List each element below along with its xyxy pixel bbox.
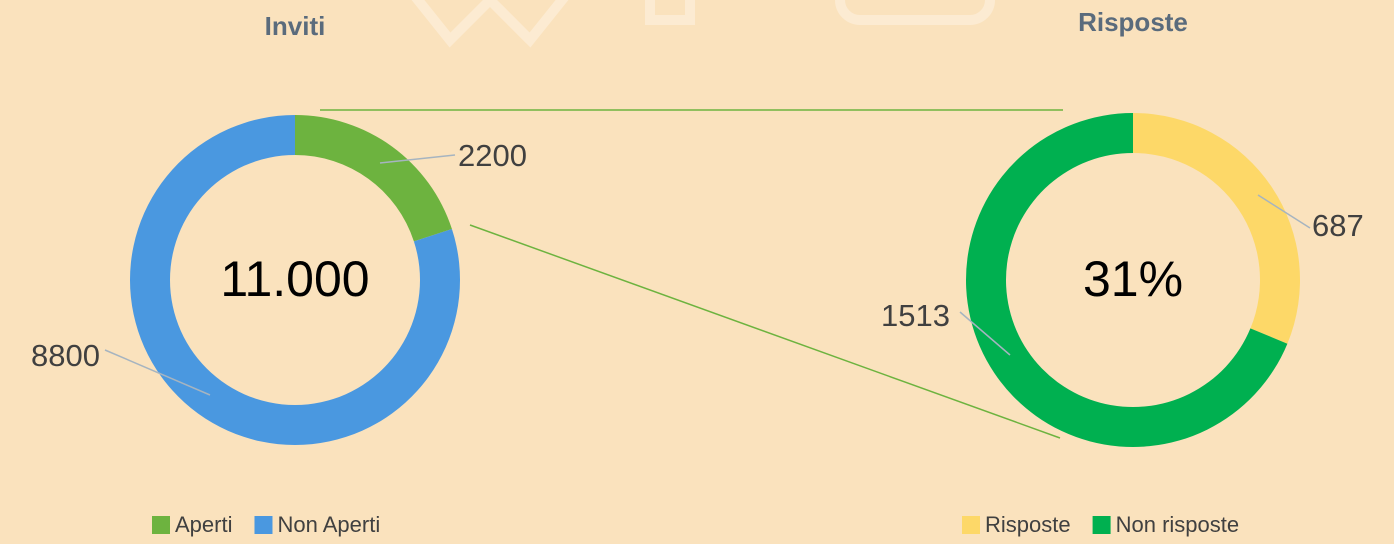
donut-slice (1133, 113, 1300, 344)
data-label: 1513 (881, 298, 950, 333)
legend-label: Risposte (985, 512, 1071, 537)
chart-page: Inviti 2200 8800 11.000 Aperti Non Aperti Risp… (0, 0, 1394, 544)
data-label: 2200 (458, 138, 527, 173)
center-label: 31% (1083, 251, 1183, 307)
legend-swatch (962, 516, 980, 534)
chart-title: Risposte (1078, 7, 1188, 37)
data-label: 8800 (31, 338, 100, 373)
legend-swatch (254, 516, 272, 534)
legend-label: Non risposte (1116, 512, 1240, 537)
data-label: 687 (1312, 208, 1364, 243)
watermark (410, 0, 990, 40)
legend-label: Aperti (175, 512, 232, 537)
legend-swatch (152, 516, 170, 534)
donut-slice (295, 115, 452, 241)
legend-swatch (1093, 516, 1111, 534)
legend-label: Non Aperti (277, 512, 380, 537)
center-label: 11.000 (220, 251, 369, 307)
chart-title: Inviti (265, 11, 326, 41)
